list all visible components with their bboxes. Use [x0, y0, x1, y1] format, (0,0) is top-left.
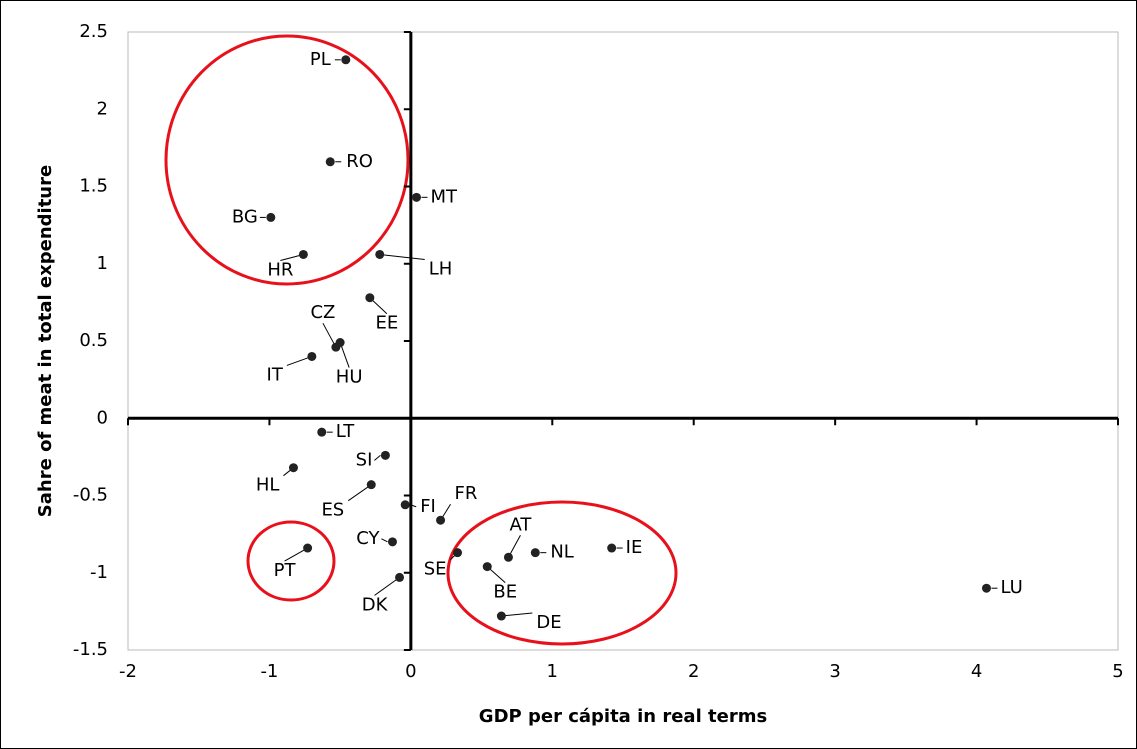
- point: [380, 450, 390, 460]
- point-label: PL: [310, 49, 331, 70]
- x-tick-label: 4: [971, 661, 982, 682]
- point: [366, 480, 376, 490]
- plot-area: [127, 31, 1119, 651]
- point: [503, 552, 513, 562]
- leader-line: [501, 612, 533, 617]
- y-tick-label: 0.5: [79, 330, 108, 351]
- point: [387, 537, 397, 547]
- point: [341, 55, 351, 65]
- point-label: ES: [321, 500, 344, 521]
- leader-line: [322, 322, 337, 348]
- highlight-circle: [246, 520, 336, 602]
- point-label: SE: [424, 559, 447, 580]
- point: [303, 543, 313, 553]
- y-tick-label: 1: [97, 253, 108, 274]
- leader-line: [374, 576, 400, 596]
- x-tick-label: -1: [260, 661, 278, 682]
- point-label: DK: [362, 594, 389, 615]
- point-label: BE: [493, 582, 517, 603]
- leader-line: [381, 538, 388, 543]
- point-label: FI: [420, 496, 436, 517]
- point-label: MT: [431, 186, 459, 207]
- point-label: HR: [267, 259, 293, 280]
- point-label: PT: [274, 560, 297, 581]
- x-tick-label: -2: [119, 661, 137, 682]
- x-tick-label: 3: [829, 661, 840, 682]
- x-tick-label: 1: [547, 661, 558, 682]
- point-label: EE: [375, 313, 398, 334]
- point: [288, 463, 298, 473]
- point-label: LH: [429, 258, 453, 279]
- x-tick-label: 0: [405, 661, 416, 682]
- leader-line: [347, 484, 372, 502]
- point-label: SI: [356, 449, 373, 470]
- highlight-circle: [164, 34, 410, 286]
- point: [335, 338, 345, 348]
- leader-line: [379, 253, 425, 260]
- y-tick-label: 0: [97, 407, 108, 428]
- point: [412, 192, 422, 202]
- point: [365, 293, 375, 303]
- point: [981, 583, 991, 593]
- point-label: LU: [1000, 577, 1022, 598]
- point: [298, 249, 308, 259]
- point: [400, 500, 410, 510]
- point: [496, 611, 506, 621]
- point-label: RO: [346, 151, 373, 172]
- point-label: IE: [626, 537, 643, 558]
- y-tick-label: 1.5: [79, 176, 108, 197]
- point: [266, 212, 276, 222]
- leader-line: [410, 504, 417, 508]
- leader-line: [374, 454, 381, 461]
- point: [395, 572, 405, 582]
- point: [530, 548, 540, 558]
- point: [453, 548, 463, 558]
- point: [436, 515, 446, 525]
- point-label: IT: [267, 364, 284, 385]
- y-tick-label: 2: [97, 98, 108, 119]
- y-tick-label: -1.5: [73, 639, 108, 660]
- x-tick-label: 2: [688, 661, 699, 682]
- point-label: BG: [232, 206, 258, 227]
- point: [375, 249, 385, 259]
- point: [607, 543, 617, 553]
- point-label: LT: [336, 421, 356, 442]
- point-label: CZ: [310, 302, 335, 323]
- point-label: AT: [509, 514, 532, 535]
- point: [482, 562, 492, 572]
- y-axis-title: Sahre of meat in total expenditure: [35, 165, 56, 517]
- point-label: DE: [536, 612, 561, 633]
- y-tick-label: -1: [90, 562, 108, 583]
- point-label: FR: [455, 483, 478, 504]
- x-tick-label: 5: [1112, 661, 1123, 682]
- point: [307, 351, 317, 361]
- point-label: HL: [256, 475, 280, 496]
- x-axis-title: GDP per cápita in real terms: [479, 706, 767, 727]
- point: [325, 157, 335, 167]
- point-label: HU: [336, 367, 363, 388]
- highlight-circle: [446, 500, 678, 646]
- y-tick-label: -0.5: [73, 485, 108, 506]
- point-label: CY: [356, 528, 380, 549]
- y-tick-label: 2.5: [79, 21, 108, 42]
- point-label: NL: [550, 542, 574, 563]
- point: [317, 427, 327, 437]
